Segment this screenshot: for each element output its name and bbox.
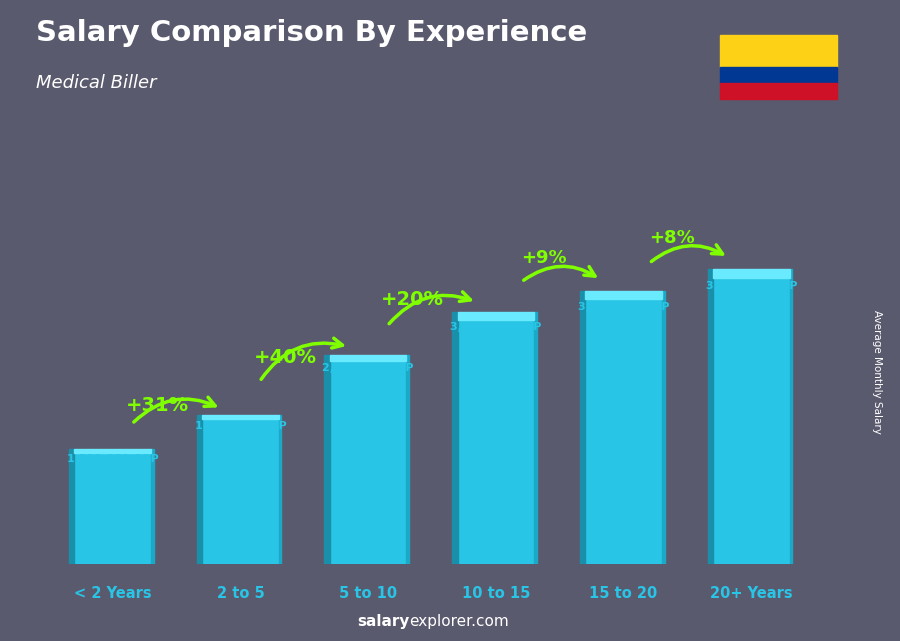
Text: Average Monthly Salary: Average Monthly Salary <box>872 310 883 434</box>
Text: 10 to 15: 10 to 15 <box>462 587 530 601</box>
Text: 2 to 5: 2 to 5 <box>217 587 265 601</box>
Text: Medical Biller: Medical Biller <box>36 74 157 92</box>
Text: +20%: +20% <box>382 290 445 309</box>
Text: 3,310,000 COP: 3,310,000 COP <box>578 301 670 312</box>
Bar <box>69 449 75 564</box>
Bar <box>720 67 837 83</box>
Text: +31%: +31% <box>126 395 189 415</box>
Bar <box>197 415 202 564</box>
Bar <box>202 415 279 564</box>
Text: salary: salary <box>357 615 410 629</box>
Bar <box>457 312 535 320</box>
Bar <box>279 415 282 564</box>
Bar <box>329 355 407 362</box>
Text: 3,570,000 COP: 3,570,000 COP <box>706 281 797 291</box>
Text: +40%: +40% <box>254 347 317 367</box>
Bar <box>324 355 329 564</box>
Bar <box>789 269 792 564</box>
Text: 1,810,000 COP: 1,810,000 COP <box>194 420 286 431</box>
Bar <box>585 290 662 564</box>
Bar <box>707 269 713 564</box>
Bar <box>713 269 789 278</box>
Text: +9%: +9% <box>522 249 567 267</box>
Bar <box>329 355 407 564</box>
Text: 3,050,000 COP: 3,050,000 COP <box>450 322 542 332</box>
Bar <box>407 355 410 564</box>
Bar <box>75 449 151 453</box>
Text: Salary Comparison By Experience: Salary Comparison By Experience <box>36 19 587 47</box>
Text: +8%: +8% <box>649 229 695 247</box>
Bar <box>585 290 662 299</box>
Text: 5 to 10: 5 to 10 <box>339 587 397 601</box>
Text: 1,390,000 COP: 1,390,000 COP <box>67 454 158 464</box>
Text: 15 to 20: 15 to 20 <box>590 587 658 601</box>
Text: 2,530,000 COP: 2,530,000 COP <box>322 363 414 374</box>
Bar <box>75 449 151 564</box>
Bar <box>202 415 279 419</box>
Bar <box>457 312 535 564</box>
Bar <box>580 290 585 564</box>
Bar <box>720 83 837 99</box>
Bar <box>151 449 154 564</box>
Bar <box>713 269 789 564</box>
Bar <box>720 35 837 67</box>
Bar <box>452 312 457 564</box>
Bar <box>662 290 664 564</box>
Bar <box>535 312 537 564</box>
Text: 20+ Years: 20+ Years <box>710 587 793 601</box>
Text: explorer.com: explorer.com <box>410 615 509 629</box>
Text: < 2 Years: < 2 Years <box>74 587 151 601</box>
